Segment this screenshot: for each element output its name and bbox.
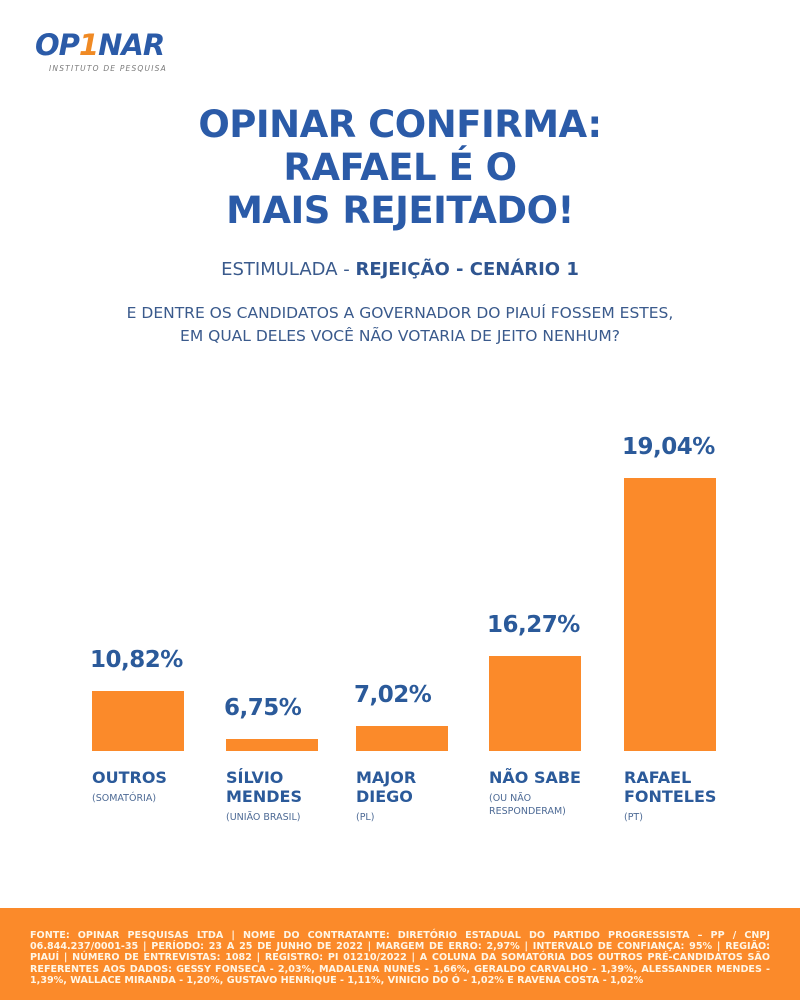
category-label-line: DIEGO bbox=[356, 787, 413, 806]
logo-wordmark: OP1NAR bbox=[35, 28, 165, 62]
category-sublabel-line: (PT) bbox=[624, 812, 643, 823]
value-label-3: 16,27% bbox=[487, 612, 580, 638]
category-label-3: NÃO SABE bbox=[489, 768, 581, 787]
category-sublabel-3: (OU NÃO RESPONDERAM) bbox=[489, 792, 566, 818]
category-label-line: SÍLVIO bbox=[226, 768, 284, 787]
value-label-4: 19,04% bbox=[622, 434, 715, 460]
value-label-1: 6,75% bbox=[224, 695, 302, 721]
category-label-1: SÍLVIO MENDES bbox=[226, 768, 302, 806]
category-sublabel-line: (PL) bbox=[356, 812, 375, 823]
bar-3 bbox=[489, 656, 581, 751]
footer-methodology-text: FONTE: OPINAR PESQUISAS LTDA | NOME DO C… bbox=[30, 930, 770, 986]
category-label-0: OUTROS bbox=[92, 768, 167, 787]
headline-line-2: RAFAEL É O bbox=[283, 146, 517, 189]
category-label-line: FONTELES bbox=[624, 787, 717, 806]
category-sublabel-line: (UNIÃO BRASIL) bbox=[226, 812, 301, 823]
bar-2 bbox=[356, 726, 448, 751]
bar-0 bbox=[92, 691, 184, 751]
category-label-line: MENDES bbox=[226, 787, 302, 806]
subtitle-scenario: REJEIÇÃO - CENÁRIO 1 bbox=[355, 259, 579, 280]
value-label-2: 7,02% bbox=[354, 682, 432, 708]
footer-banner: FONTE: OPINAR PESQUISAS LTDA | NOME DO C… bbox=[0, 908, 800, 1000]
bar-1 bbox=[226, 739, 318, 751]
category-sublabel-2: (PL) bbox=[356, 811, 374, 824]
bar-4 bbox=[624, 478, 716, 751]
category-sublabel-line: (SOMATÓRIA) bbox=[92, 793, 157, 804]
logo-tagline: INSTITUTO DE PESQUISA bbox=[49, 64, 167, 73]
category-sublabel-line: (OU NÃO bbox=[489, 793, 532, 804]
headline: OPINAR CONFIRMA: RAFAEL É O MAIS REJEITA… bbox=[0, 103, 800, 232]
category-label-line: NÃO SABE bbox=[489, 768, 581, 787]
category-label-4: RAFAEL FONTELES bbox=[624, 768, 716, 806]
headline-line-3: MAIS REJEITADO! bbox=[226, 189, 574, 232]
category-label-line: RAFAEL bbox=[624, 768, 692, 787]
category-sublabel-1: (UNIÃO BRASIL) bbox=[226, 811, 300, 824]
category-sublabel-4: (PT) bbox=[624, 811, 643, 824]
logo-text-part1: OP bbox=[35, 28, 80, 62]
category-sublabel-line: RESPONDERAM) bbox=[489, 806, 566, 817]
category-label-line: MAJOR bbox=[356, 768, 417, 787]
category-sublabel-0: (SOMATÓRIA) bbox=[92, 792, 156, 805]
category-label-line: OUTROS bbox=[92, 768, 167, 787]
opinar-logo: OP1NAR INSTITUTO DE PESQUISA bbox=[35, 28, 175, 78]
survey-subtitle: ESTIMULADA - REJEIÇÃO - CENÁRIO 1 bbox=[0, 257, 800, 283]
value-label-0: 10,82% bbox=[90, 647, 183, 673]
headline-line-1: OPINAR CONFIRMA: bbox=[198, 103, 602, 146]
logo-text-part2: NAR bbox=[98, 28, 165, 62]
question-line-2: EM QUAL DELES VOCÊ NÃO VOTARIA DE JEITO … bbox=[180, 327, 620, 345]
category-label-2: MAJOR DIEGO bbox=[356, 768, 416, 806]
subtitle-prefix: ESTIMULADA - bbox=[221, 259, 356, 280]
survey-question: E DENTRE OS CANDIDATOS A GOVERNADOR DO P… bbox=[0, 302, 800, 348]
logo-accent-mark: 1 bbox=[78, 28, 99, 62]
question-line-1: E DENTRE OS CANDIDATOS A GOVERNADOR DO P… bbox=[126, 304, 674, 322]
